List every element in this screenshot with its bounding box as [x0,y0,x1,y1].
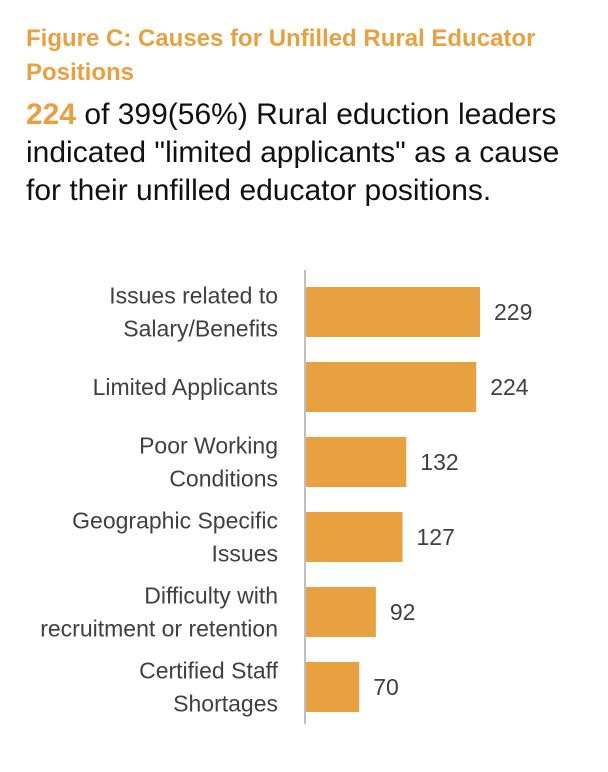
data-label: 70 [373,674,399,700]
bar [306,437,407,487]
data-label: 229 [494,299,532,325]
data-label: 92 [390,599,416,625]
bar [306,512,403,562]
bar [306,287,480,337]
category-label: Issues [212,541,278,567]
data-label: 127 [416,524,454,550]
category-label: Conditions [169,466,278,492]
category-label: Shortages [173,691,278,717]
stat-highlight: 224 [26,98,77,131]
category-label: Poor Working [139,433,278,459]
chart-subtitle: 224 of 399(56%) Rural eduction leaders i… [26,96,596,210]
category-label: recruitment or retention [40,616,278,642]
category-label: Limited Applicants [93,374,278,400]
category-label: Geographic Specific [72,508,278,534]
bar [306,587,376,637]
chart-title: Figure C: Causes for Unfilled Rural Educ… [26,25,536,86]
category-label: Issues related to [109,283,278,309]
bar [306,662,360,712]
stat-text: of 399(56%) Rural eduction leaders indic… [26,98,560,207]
data-label: 224 [490,374,529,400]
category-label: Certified Staff [139,658,279,684]
category-label: Salary/Benefits [123,316,278,342]
category-label: Difficulty with [144,583,278,609]
data-label: 132 [420,449,458,475]
bar [306,362,477,412]
